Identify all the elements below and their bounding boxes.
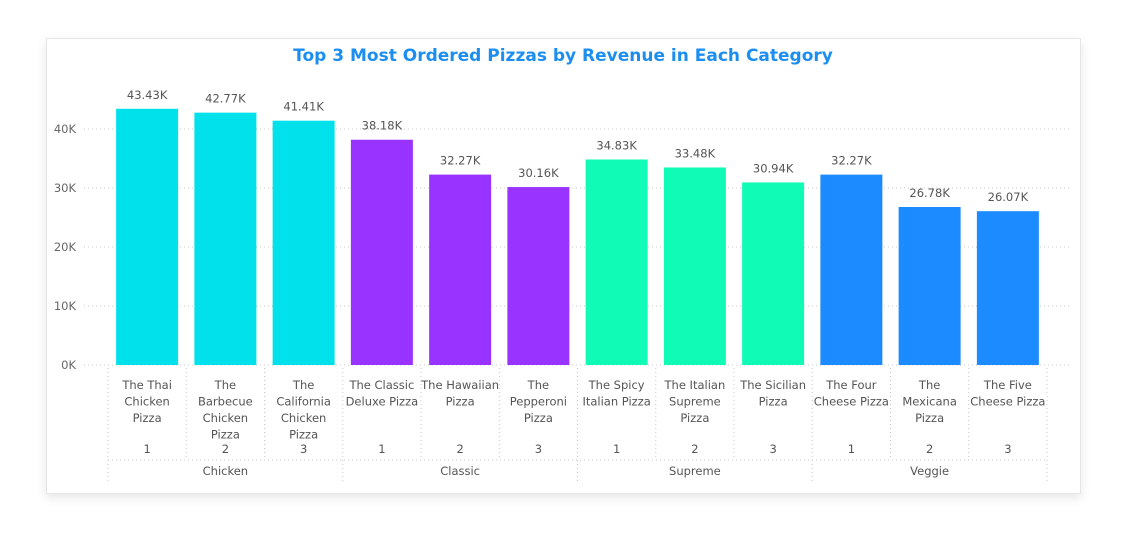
y-tick-label: 20K — [54, 240, 77, 254]
x-rank-label: 3 — [535, 442, 542, 456]
x-category-label: Supreme — [669, 395, 721, 409]
x-category-label: The — [214, 378, 236, 392]
data-label: 32.27K — [440, 154, 481, 168]
bar[interactable] — [663, 167, 726, 365]
x-rank-label: 3 — [300, 442, 307, 456]
x-group-label: Supreme — [669, 464, 721, 478]
y-tick-label: 10K — [54, 299, 77, 313]
x-category-label: The — [918, 378, 940, 392]
x-rank-label: 1 — [848, 442, 855, 456]
bar[interactable] — [429, 174, 492, 365]
x-category-label: Pepperoni — [510, 395, 567, 409]
bar[interactable] — [898, 206, 961, 365]
data-label: 34.83K — [596, 139, 637, 153]
x-category-label: The Hawaiian — [420, 378, 499, 392]
x-category-label: The — [527, 378, 549, 392]
y-tick-label: 0K — [61, 358, 76, 372]
x-category-label: Pizza — [759, 395, 788, 409]
bars: 43.43K 42.77K 41.41K 38.18K 32.27K 30.16K 34.8… — [116, 88, 1039, 365]
data-label: 30.94K — [753, 161, 794, 175]
x-category-label: Pizza — [133, 411, 162, 425]
x-category-label: Chicken — [124, 395, 169, 409]
x-group-label: Classic — [440, 464, 480, 478]
x-category-label: The Sicilian — [739, 378, 806, 392]
x-rank-label: 1 — [613, 442, 620, 456]
x-category-label: Italian Pizza — [582, 395, 650, 409]
bar[interactable] — [116, 108, 179, 365]
x-rank-label: 1 — [143, 442, 150, 456]
x-category-label: Pizza — [289, 428, 318, 442]
data-label: 30.16K — [518, 166, 559, 180]
data-label: 33.48K — [675, 146, 716, 160]
data-label: 26.07K — [988, 190, 1029, 204]
x-rank-label: 1 — [378, 442, 385, 456]
x-category-label: The Four — [825, 378, 877, 392]
x-axis: The Thai Chicken Pizza 1 The Barbecue Chicken P… — [107, 368, 1048, 482]
x-category-label: Deluxe Pizza — [346, 395, 419, 409]
x-category-label: Chicken — [281, 411, 326, 425]
x-category-label: The Italian — [664, 378, 726, 392]
bar[interactable] — [194, 112, 257, 365]
data-label: 38.18K — [362, 119, 403, 133]
y-tick-label: 40K — [54, 122, 77, 136]
bar[interactable] — [507, 187, 570, 365]
y-tick-label: 30K — [54, 181, 77, 195]
x-rank-label: 2 — [222, 442, 229, 456]
x-category-label: Pizza — [680, 411, 709, 425]
x-category-label: Mexicana — [902, 395, 957, 409]
x-category-label: The Thai — [121, 378, 172, 392]
data-label: 41.41K — [283, 100, 324, 114]
bar[interactable] — [820, 174, 883, 365]
x-category-label: The Five — [983, 378, 1032, 392]
bar[interactable] — [585, 159, 648, 365]
x-category-label: Pizza — [915, 411, 944, 425]
bar[interactable] — [350, 139, 413, 365]
x-rank-label: 2 — [926, 442, 933, 456]
x-rank-label: 2 — [691, 442, 698, 456]
x-category-label: Chicken — [203, 411, 248, 425]
x-category-label: Pizza — [211, 428, 240, 442]
data-label: 43.43K — [127, 88, 168, 102]
data-label: 26.78K — [909, 186, 950, 200]
data-label: 42.77K — [205, 92, 246, 106]
x-category-label: Pizza — [446, 395, 475, 409]
x-category-label: Cheese Pizza — [970, 395, 1045, 409]
data-label: 32.27K — [831, 154, 872, 168]
chart-title: Top 3 Most Ordered Pizzas by Revenue in … — [293, 46, 833, 66]
x-group-label: Chicken — [203, 464, 248, 478]
x-rank-label: 3 — [769, 442, 776, 456]
bar[interactable] — [976, 211, 1039, 365]
bar[interactable] — [742, 182, 805, 365]
x-category-label: Pizza — [524, 411, 553, 425]
x-category-label: The Spicy — [588, 378, 645, 392]
x-category-label: The Classic — [348, 378, 414, 392]
x-rank-label: 2 — [456, 442, 463, 456]
x-category-label: Cheese Pizza — [814, 395, 889, 409]
x-group-label: Veggie — [910, 464, 949, 478]
bar[interactable] — [272, 120, 335, 365]
x-category-label: The — [292, 378, 314, 392]
x-category-label: Barbecue — [198, 395, 253, 409]
x-category-label: California — [276, 395, 331, 409]
x-rank-label: 3 — [1004, 442, 1011, 456]
